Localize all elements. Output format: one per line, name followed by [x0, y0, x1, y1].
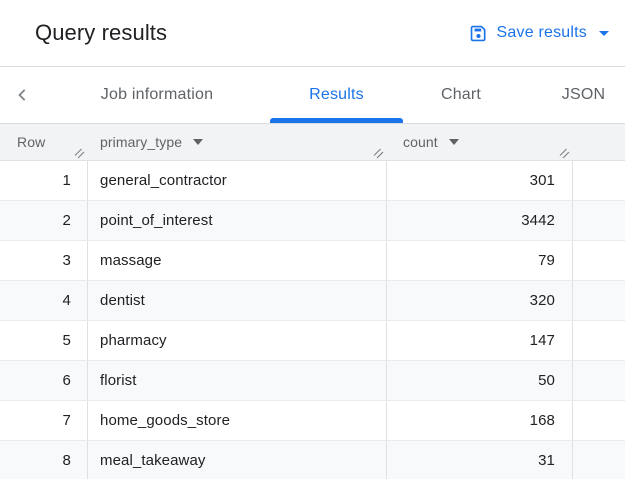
table-row: 1 general_contractor 301	[0, 161, 625, 201]
tab-label: Chart	[440, 86, 482, 103]
count-cell: 301	[387, 161, 573, 200]
primary-type-cell: general_contractor	[88, 161, 387, 200]
column-resize-icon[interactable]	[556, 145, 570, 159]
count-cell: 320	[387, 281, 573, 320]
row-number-cell: 6	[0, 361, 88, 400]
tab-json[interactable]: JSON	[519, 67, 625, 123]
tab-results[interactable]: Results	[270, 67, 403, 123]
column-header-spacer	[573, 124, 625, 160]
spacer-cell	[573, 281, 625, 320]
row-number-cell: 4	[0, 281, 88, 320]
chevron-left-icon	[12, 85, 32, 105]
row-number-cell: 8	[0, 441, 88, 479]
row-number-cell: 5	[0, 321, 88, 360]
caret-down-icon[interactable]	[448, 139, 459, 145]
table-row: 4 dentist 320	[0, 281, 625, 321]
column-resize-icon[interactable]	[370, 145, 384, 159]
primary-type-cell: florist	[88, 361, 387, 400]
tab-label: JSON	[561, 86, 606, 103]
save-icon	[469, 24, 488, 43]
primary-type-cell: massage	[88, 241, 387, 280]
row-number-cell: 1	[0, 161, 88, 200]
spacer-cell	[573, 201, 625, 240]
spacer-cell	[573, 241, 625, 280]
primary-type-cell: pharmacy	[88, 321, 387, 360]
primary-type-cell: home_goods_store	[88, 401, 387, 440]
tab-label: Results	[309, 86, 364, 103]
table-row: 8 meal_takeaway 31	[0, 441, 625, 479]
caret-down-icon	[599, 30, 609, 36]
column-header-label: count	[403, 134, 438, 150]
column-header-row: Row	[0, 124, 88, 160]
tab-label: Job information	[100, 86, 214, 103]
row-number-cell: 2	[0, 201, 88, 240]
table-header-row: Row primary_type count	[0, 124, 625, 161]
results-table: Row primary_type count 1 general_contrac…	[0, 124, 625, 479]
spacer-cell	[573, 401, 625, 440]
primary-type-cell: meal_takeaway	[88, 441, 387, 479]
column-resize-icon[interactable]	[71, 145, 85, 159]
tabs-scroll-left-button[interactable]	[0, 67, 44, 123]
count-cell: 3442	[387, 201, 573, 240]
title-bar: Query results Save results	[0, 0, 625, 67]
save-results-label: Save results	[496, 24, 587, 41]
spacer-cell	[573, 321, 625, 360]
table-row: 7 home_goods_store 168	[0, 401, 625, 441]
column-header-primary-type: primary_type	[88, 124, 387, 160]
count-cell: 50	[387, 361, 573, 400]
spacer-cell	[573, 361, 625, 400]
column-header-count: count	[387, 124, 573, 160]
column-header-label: primary_type	[100, 134, 183, 150]
tab-bar: Job information Results Chart JSON	[0, 67, 625, 124]
table-row: 3 massage 79	[0, 241, 625, 281]
count-cell: 147	[387, 321, 573, 360]
row-number-cell: 7	[0, 401, 88, 440]
table-row: 5 pharmacy 147	[0, 321, 625, 361]
table-row: 2 point_of_interest 3442	[0, 201, 625, 241]
primary-type-cell: dentist	[88, 281, 387, 320]
count-cell: 31	[387, 441, 573, 479]
spacer-cell	[573, 161, 625, 200]
count-cell: 168	[387, 401, 573, 440]
caret-down-icon[interactable]	[193, 139, 204, 145]
primary-type-cell: point_of_interest	[88, 201, 387, 240]
page-title: Query results	[35, 20, 168, 45]
tab-job-information[interactable]: Job information	[44, 67, 270, 123]
column-header-label: Row	[17, 134, 46, 150]
spacer-cell	[573, 441, 625, 479]
count-cell: 79	[387, 241, 573, 280]
table-row: 6 florist 50	[0, 361, 625, 401]
tab-chart[interactable]: Chart	[403, 67, 519, 123]
save-results-button[interactable]: Save results	[467, 18, 611, 49]
row-number-cell: 3	[0, 241, 88, 280]
